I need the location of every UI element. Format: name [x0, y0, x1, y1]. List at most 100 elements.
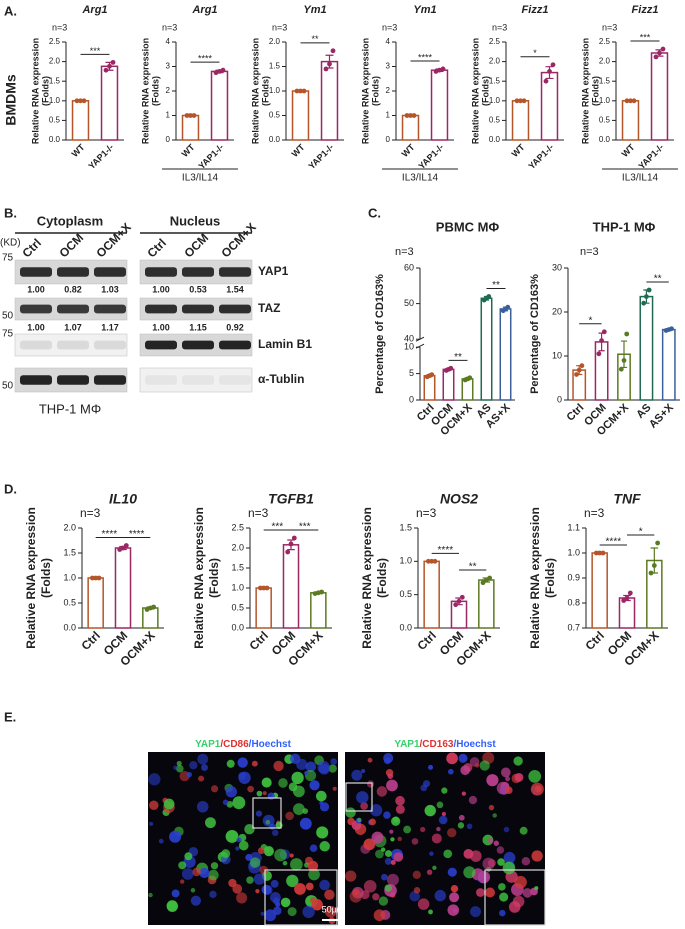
cell: [395, 795, 405, 806]
data-point: [550, 62, 556, 68]
y-tick-label: 2.0: [63, 522, 76, 532]
band-quantification: 0.82: [64, 284, 82, 294]
group-label: IL3/IL14: [402, 173, 439, 184]
stain-name: /Hoechst: [249, 739, 292, 750]
data-point: [425, 558, 431, 564]
y-axis-label: (Folds): [207, 558, 221, 598]
blot-band: [94, 304, 126, 314]
cell: [530, 782, 544, 796]
sample-size: n=3: [80, 506, 101, 520]
cell: [528, 770, 542, 783]
y-tick-label: 1.5: [269, 62, 281, 71]
cell: [225, 786, 238, 798]
cell: [299, 817, 312, 830]
cell: [503, 851, 516, 864]
cell: [289, 853, 294, 858]
cell: [270, 891, 281, 903]
y-axis-label: (Folds): [543, 558, 557, 598]
y-tick-label: 0.0: [49, 135, 61, 144]
sample-size: n=3: [580, 246, 599, 258]
data-point: [429, 372, 435, 378]
cell: [431, 833, 442, 844]
data-point: [651, 563, 657, 568]
chart-title: Fizz1: [522, 4, 549, 16]
bar: [480, 297, 493, 401]
bar: [255, 587, 272, 629]
x-tick-label: YAP1-/-: [306, 142, 335, 171]
data-point: [600, 550, 606, 556]
mw-marker: 75: [2, 329, 14, 340]
bar: [71, 100, 90, 141]
cell: [148, 892, 153, 898]
cell: [434, 889, 446, 902]
blot-band: [57, 304, 89, 314]
y-axis-label: (Folds): [590, 76, 600, 106]
cell: [486, 774, 499, 787]
cell: [443, 849, 453, 859]
y-tick-label: 40: [404, 334, 414, 344]
blot-strip: [139, 367, 253, 393]
y-tick-label: 2.0: [599, 57, 611, 66]
cell: [244, 824, 255, 835]
y-tick-label: 1: [386, 111, 391, 120]
chart-title: PBMC MΦ: [436, 219, 500, 234]
y-axis-label: Relative RNA expression: [192, 507, 206, 649]
data-point: [576, 367, 582, 373]
cell: [166, 900, 178, 912]
cell: [196, 800, 209, 813]
cell: [302, 808, 309, 814]
cell: [460, 765, 471, 776]
cell: [371, 831, 384, 844]
stain-name: YAP1: [394, 739, 420, 750]
data-point: [547, 69, 552, 74]
cell: [351, 769, 363, 781]
cell: [255, 889, 260, 894]
x-tick-label: YAP1-/-: [86, 142, 115, 171]
bar: [210, 70, 229, 141]
cell: [238, 772, 246, 780]
data-point: [301, 88, 307, 94]
bar: [310, 592, 327, 629]
cell: [184, 852, 193, 861]
cell: [307, 860, 319, 872]
chart-title: IL10: [109, 491, 137, 507]
cell: [488, 804, 495, 811]
chart-title: TNF: [613, 491, 641, 507]
cell: [236, 892, 248, 904]
y-tick-label: 2.5: [49, 37, 61, 46]
cell: [328, 764, 337, 773]
cell: [318, 763, 330, 775]
x-tick-label: WT: [400, 142, 417, 159]
cell: [383, 811, 391, 819]
data-point: [628, 98, 633, 104]
cell: [324, 889, 335, 900]
bar: [430, 69, 449, 141]
cell: [458, 753, 468, 763]
lane-label: OCM: [181, 231, 211, 261]
y-tick-label: 30: [552, 262, 562, 272]
cell: [178, 861, 187, 870]
data-point: [618, 366, 624, 372]
x-tick-label: AS+X: [647, 401, 676, 430]
y-tick-label: 0.5: [231, 602, 244, 612]
y-tick-label: 1.0: [567, 547, 580, 557]
data-point: [103, 67, 109, 73]
x-tick-label: WT: [290, 142, 307, 159]
data-point: [264, 585, 270, 591]
cell: [432, 865, 437, 870]
cell: [413, 887, 421, 894]
cell: [356, 791, 369, 804]
significance-label: **: [654, 274, 662, 285]
data-point: [151, 604, 157, 610]
sample-size: n=3: [395, 246, 414, 258]
significance-label: ****: [129, 529, 145, 540]
cell: [173, 765, 178, 770]
bar: [442, 368, 455, 401]
data-point: [487, 575, 493, 581]
cell: [392, 816, 400, 823]
blot-band: [20, 340, 52, 350]
significance-label: ****: [438, 545, 454, 556]
cell: [466, 823, 473, 830]
data-point: [593, 550, 599, 556]
data-point: [123, 543, 129, 548]
